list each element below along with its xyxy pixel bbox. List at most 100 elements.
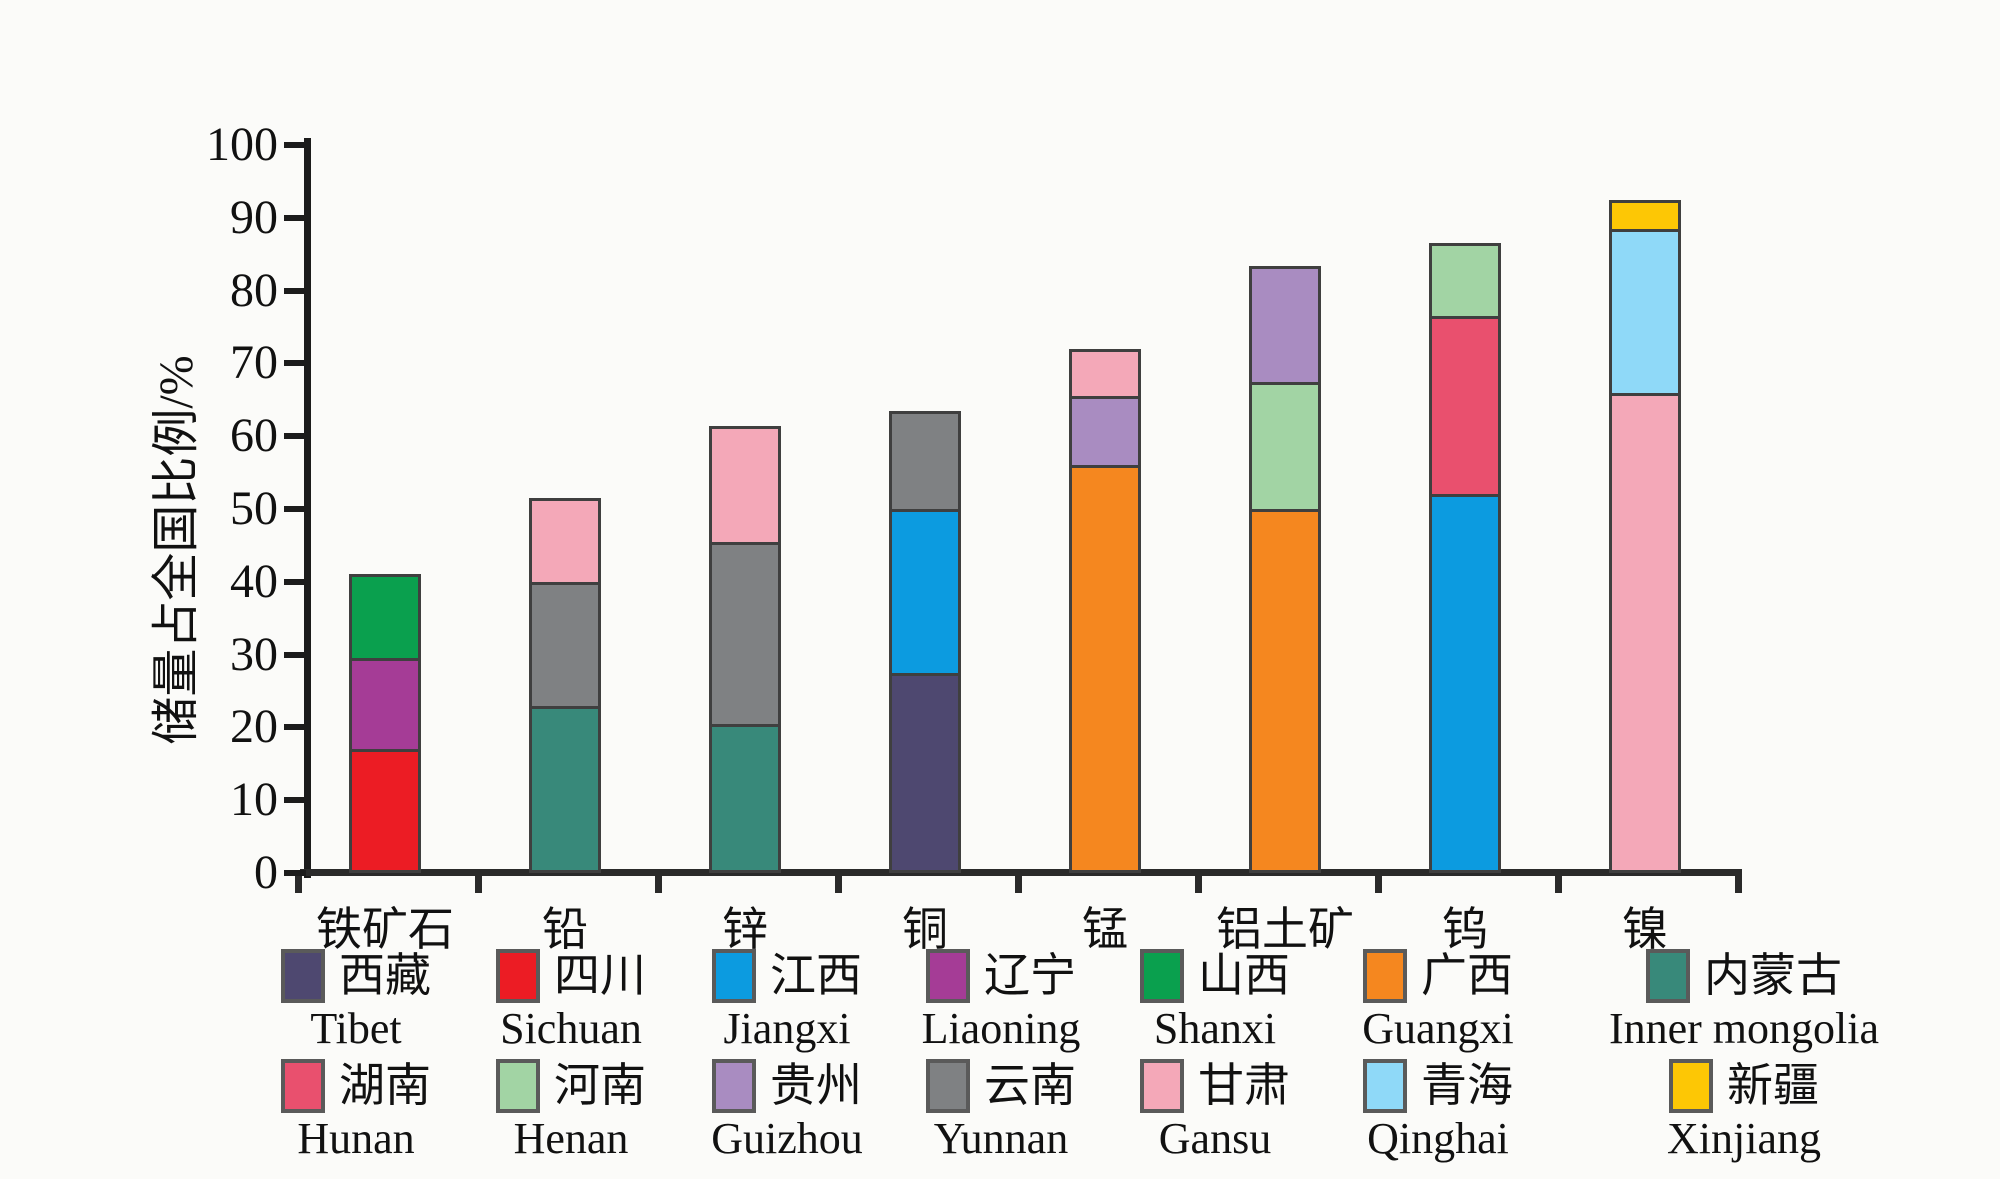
bar-segment-gansu: [709, 426, 781, 545]
legend-label-en: Tibet: [310, 1004, 402, 1053]
legend-label-zh: 内蒙古: [1704, 950, 1842, 1001]
legend-item-inner-mongolia: 内蒙古 Inner mongolia: [1554, 948, 1934, 1054]
category-label: 锌: [722, 904, 768, 955]
bar-segment-inner-mongolia: [709, 724, 781, 873]
legend-label-zh: 河南: [554, 1060, 646, 1111]
category-label: 锰: [1082, 904, 1128, 955]
category-label: 钨: [1442, 904, 1488, 955]
legend-entry: 广西: [1363, 948, 1513, 1004]
legend-entry: 江西: [712, 948, 862, 1004]
y-tick-label: 10: [230, 773, 278, 827]
bar-segment-guizhou: [1249, 266, 1321, 385]
legend-swatch-hunan: [281, 1059, 325, 1113]
legend-label-zh: 湖南: [339, 1060, 431, 1111]
legend-item-yunnan: 云南 Yunnan: [894, 1058, 1108, 1164]
legend-item-tibet: 西藏 Tibet: [250, 948, 462, 1054]
x-tick: [1375, 876, 1382, 893]
bar-segment-xinjiang: [1609, 200, 1681, 232]
bar-segment-gansu: [1069, 349, 1141, 399]
category-label: 铝土矿: [1216, 904, 1354, 955]
legend-swatch-xinjiang: [1669, 1059, 1713, 1113]
y-tick-label: 90: [230, 190, 278, 244]
legend-label-en: Guizhou: [711, 1114, 863, 1163]
legend-swatch-henan: [496, 1059, 540, 1113]
legend-item-hunan: 湖南 Hunan: [250, 1058, 462, 1164]
legend-entry: 甘肃: [1140, 1058, 1290, 1114]
bar-segment-sichuan: [349, 749, 421, 873]
legend-item-liaoning: 辽宁 Liaoning: [894, 948, 1108, 1054]
bar-segment-yunnan: [709, 542, 781, 727]
bar-segment-liaoning: [349, 658, 421, 752]
category-label: 铁矿石: [316, 904, 454, 955]
legend-swatch-liaoning: [926, 949, 970, 1003]
legend-label-zh: 甘肃: [1198, 1060, 1290, 1111]
legend-label-en: Sichuan: [500, 1004, 642, 1053]
bar-segment-gansu: [529, 498, 601, 585]
legend-swatch-shanxi: [1140, 949, 1184, 1003]
legend-item-xinjiang: 新疆 Xinjiang: [1554, 1058, 1934, 1164]
legend-label-zh: 辽宁: [984, 950, 1076, 1001]
legend-label-en: Qinghai: [1367, 1114, 1509, 1163]
legend-label-en: Shanxi: [1153, 1004, 1277, 1053]
y-tick: [284, 870, 306, 876]
y-axis-line: [304, 138, 311, 878]
legend-label-en: Jiangxi: [723, 1004, 851, 1053]
legend-swatch-gansu: [1140, 1059, 1184, 1113]
legend-row: 西藏 Tibet 四川 Sichuan 江西 Jiangxi 辽宁 Liaoning 山西 Sha…: [250, 948, 1970, 1054]
x-tick: [1195, 876, 1202, 893]
legend-label-en: Liaoning: [921, 1004, 1081, 1053]
legend-item-gansu: 甘肃 Gansu: [1108, 1058, 1322, 1164]
legend-label-zh: 云南: [984, 1060, 1076, 1111]
y-tick: [284, 360, 306, 367]
legend-entry: 贵州: [712, 1058, 862, 1114]
y-tick-label: 50: [230, 482, 278, 535]
y-tick-label: 100: [206, 118, 278, 171]
x-tick: [655, 876, 662, 893]
y-tick: [284, 651, 306, 658]
bar-segment-inner-mongolia: [529, 706, 601, 873]
category-label: 铜: [902, 904, 948, 955]
x-tick: [835, 876, 842, 893]
legend: 西藏 Tibet 四川 Sichuan 江西 Jiangxi 辽宁 Liaoning 山西 Sha…: [250, 948, 1970, 1168]
legend-item-guizhou: 贵州 Guizhou: [680, 1058, 894, 1164]
bar-segment-henan: [1249, 382, 1321, 512]
y-tick-label: 30: [230, 627, 278, 681]
y-tick-label: 80: [230, 263, 278, 317]
bar-segment-henan: [1429, 243, 1501, 319]
legend-entry: 西藏: [281, 948, 431, 1004]
category-label: 铅: [542, 904, 588, 955]
legend-entry: 山西: [1140, 948, 1290, 1004]
y-tick: [284, 797, 306, 804]
x-tick: [1735, 876, 1742, 893]
bar-segment-jiangxi: [889, 509, 961, 676]
legend-label-en: Inner mongolia: [1608, 1004, 1880, 1053]
legend-swatch-jiangxi: [712, 949, 756, 1003]
legend-swatch-guizhou: [712, 1059, 756, 1113]
x-tick: [1015, 876, 1022, 893]
legend-label-en: Hunan: [297, 1114, 415, 1163]
legend-swatch-sichuan: [496, 949, 540, 1003]
legend-item-qinghai: 青海 Qinghai: [1322, 1058, 1554, 1164]
bar-segment-yunnan: [889, 411, 961, 512]
x-tick: [295, 876, 302, 893]
legend-label-en: Yunnan: [933, 1114, 1069, 1163]
legend-label-en: Henan: [513, 1114, 629, 1163]
legend-swatch-tibet: [281, 949, 325, 1003]
legend-label-zh: 江西: [770, 950, 862, 1001]
legend-label-en: Xinjiang: [1667, 1114, 1821, 1163]
bar-segment-jiangxi: [1429, 494, 1501, 873]
bar-segment-gansu: [1609, 393, 1681, 873]
legend-swatch-guangxi: [1363, 949, 1407, 1003]
legend-entry: 新疆: [1669, 1058, 1819, 1114]
bar-segment-guizhou: [1069, 396, 1141, 468]
y-tick-label: 40: [230, 554, 278, 608]
legend-label-en: Gansu: [1158, 1114, 1272, 1163]
y-tick-label: 60: [230, 409, 278, 463]
legend-entry: 青海: [1363, 1058, 1513, 1114]
legend-label-zh: 广西: [1421, 950, 1513, 1001]
x-tick: [1555, 876, 1562, 893]
legend-label-zh: 四川: [554, 950, 646, 1001]
legend-label-zh: 新疆: [1727, 1060, 1819, 1111]
y-tick: [284, 433, 306, 440]
